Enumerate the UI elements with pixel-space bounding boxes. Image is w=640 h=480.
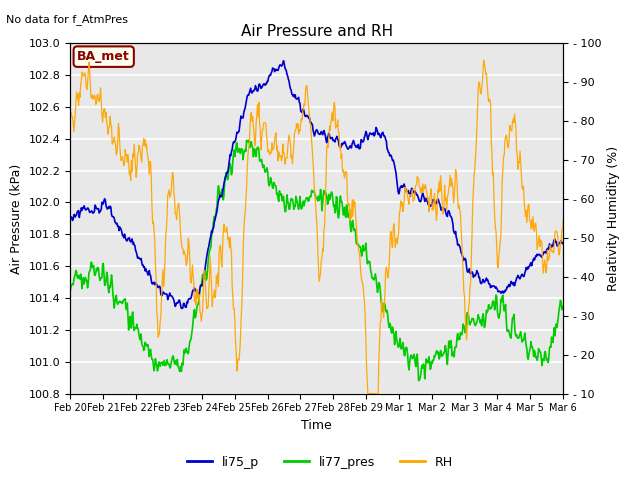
Text: No data for f_AtmPres: No data for f_AtmPres: [6, 14, 129, 25]
X-axis label: Time: Time: [301, 419, 332, 432]
Y-axis label: Relativity Humidity (%): Relativity Humidity (%): [607, 146, 620, 291]
Text: BA_met: BA_met: [77, 50, 130, 63]
Legend: li75_p, li77_pres, RH: li75_p, li77_pres, RH: [182, 451, 458, 474]
Y-axis label: Air Pressure (kPa): Air Pressure (kPa): [10, 163, 23, 274]
Title: Air Pressure and RH: Air Pressure and RH: [241, 24, 393, 39]
